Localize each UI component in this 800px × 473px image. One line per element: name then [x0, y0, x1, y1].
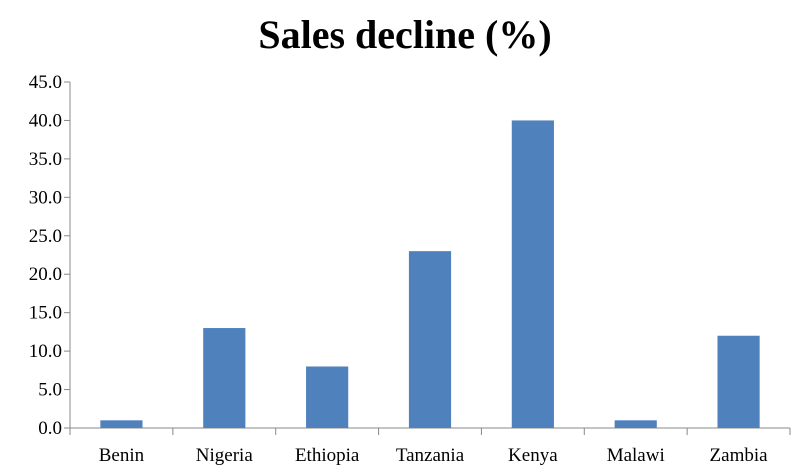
x-category-label: Ethiopia — [295, 445, 360, 466]
bar-series — [100, 120, 760, 428]
bar — [614, 420, 657, 428]
bar — [408, 251, 452, 428]
chart-title: Sales decline (%) — [258, 12, 551, 57]
x-category-label: Malawi — [607, 445, 665, 466]
bar — [511, 120, 554, 428]
y-tick-label: 5.0 — [38, 380, 62, 401]
y-tick-label: 40.0 — [29, 110, 62, 131]
x-category-label: Tanzania — [396, 445, 465, 466]
x-category-label: Nigeria — [196, 445, 254, 466]
y-tick-label: 45.0 — [29, 72, 62, 93]
y-tick-label: 0.0 — [38, 418, 62, 439]
y-tick-label: 15.0 — [29, 303, 62, 324]
x-category-label: Zambia — [710, 445, 769, 466]
bar — [306, 366, 349, 428]
bar — [203, 328, 246, 428]
y-tick-label: 30.0 — [29, 187, 62, 208]
x-category-label: Kenya — [508, 445, 558, 466]
x-axis: Benin Nigeria Ethiopia Tanzania Kenya Malawi Z… — [69, 427, 791, 466]
bar — [100, 420, 143, 428]
bar — [717, 335, 760, 428]
y-tick-label: 25.0 — [29, 226, 62, 247]
y-tick-label: 20.0 — [29, 264, 62, 285]
y-axis: 0.0 5.0 10.0 15.0 20.0 25.0 30.0 35.0 40.0 45.0 — [29, 72, 71, 439]
y-tick-label: 10.0 — [29, 341, 62, 362]
x-category-label: Benin — [99, 445, 145, 466]
y-tick-label: 35.0 — [29, 149, 62, 170]
